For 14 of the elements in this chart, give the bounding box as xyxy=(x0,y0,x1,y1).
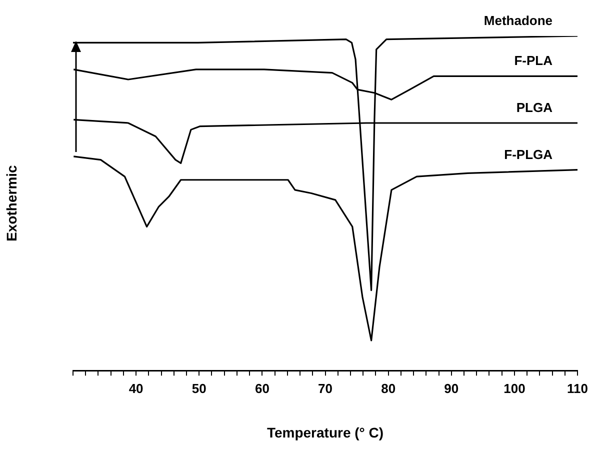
x-tick-label: 60 xyxy=(254,380,270,396)
x-tick-label: 50 xyxy=(192,380,206,396)
x-tick-label: 100 xyxy=(504,380,526,396)
x-tick-label: 90 xyxy=(444,380,459,396)
series-label: F-PLGA xyxy=(504,146,554,162)
series-label: F-PLA xyxy=(514,53,554,68)
y-axis-title: Exothermic xyxy=(3,164,20,242)
x-axis-title: Temperature (° C) xyxy=(266,424,384,440)
x-tick-label: 40 xyxy=(128,380,144,396)
x-tick-label: 110 xyxy=(567,380,588,396)
series-label: PLGA xyxy=(516,100,554,116)
x-tick-label: 80 xyxy=(381,380,396,396)
series-label: Methadone xyxy=(484,13,553,28)
x-tick-label: 70 xyxy=(318,380,332,396)
